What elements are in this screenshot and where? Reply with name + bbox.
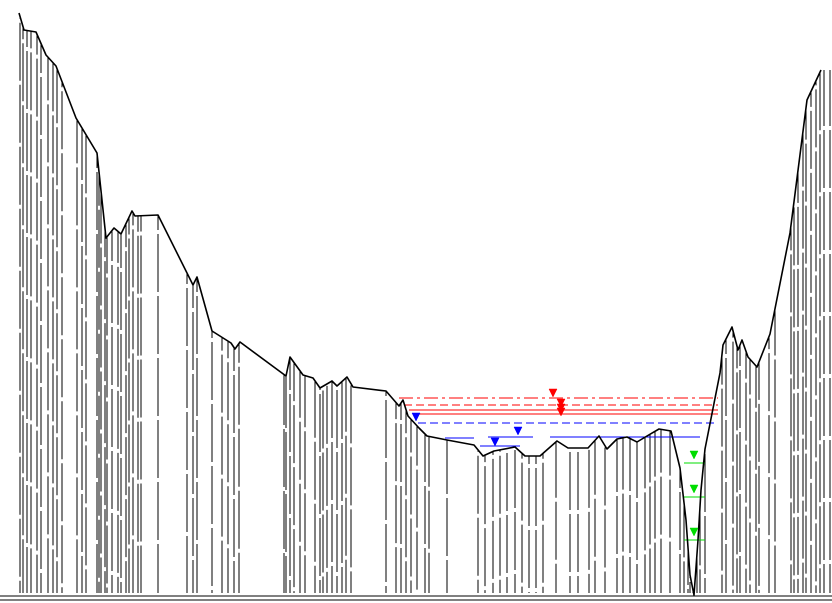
level-marker-green <box>689 484 699 494</box>
level-marker-green <box>689 527 699 537</box>
level-marker-red <box>556 407 566 417</box>
level-marker-blue <box>411 412 421 422</box>
vertical-grid-lines <box>19 16 831 593</box>
level-marker-red <box>548 388 558 398</box>
baseline <box>0 595 832 601</box>
ground-profile <box>18 12 822 596</box>
level-marker-blue <box>490 437 500 447</box>
level-marker-red <box>556 398 566 408</box>
ground-profile-line <box>18 12 822 596</box>
water-level-markers <box>411 388 699 537</box>
level-marker-blue <box>513 426 523 436</box>
level-marker-green <box>689 450 699 460</box>
